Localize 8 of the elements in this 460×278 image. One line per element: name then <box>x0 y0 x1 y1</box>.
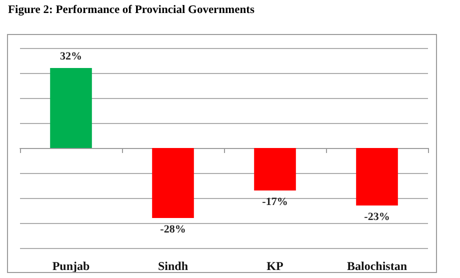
data-label: 32% <box>60 50 82 62</box>
x-tick-label: Sindh <box>158 259 188 273</box>
data-label: -23% <box>364 211 390 223</box>
data-label: -17% <box>262 196 288 208</box>
x-tick-label: KP <box>266 259 284 273</box>
data-label: -28% <box>160 224 186 236</box>
x-tick-label: Balochistan <box>346 259 408 273</box>
chart-title: Figure 2: Performance of Provincial Governments <box>8 4 254 16</box>
